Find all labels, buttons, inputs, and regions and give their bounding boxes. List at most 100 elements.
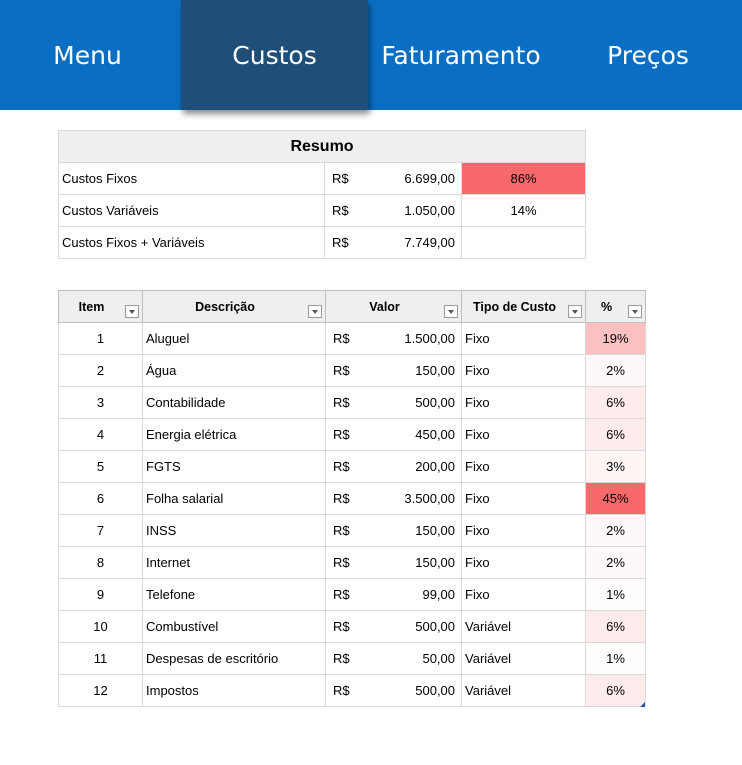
cell-valor[interactable]: 1.500,00	[363, 322, 463, 355]
cell-valor[interactable]: 500,00	[363, 386, 463, 419]
cell-valor[interactable]: 150,00	[363, 514, 463, 547]
cell-item[interactable]: 3	[58, 386, 143, 419]
cell-currency[interactable]: R$	[325, 354, 364, 387]
summary-title: Resumo	[58, 130, 586, 163]
cell-tipo[interactable]: Fixo	[461, 578, 587, 611]
cell-descricao[interactable]: FGTS	[142, 450, 326, 483]
cell-descricao[interactable]: Folha salarial	[142, 482, 326, 515]
cell-item[interactable]: 11	[58, 642, 143, 675]
cell-descricao[interactable]: Contabilidade	[142, 386, 326, 419]
cell-item[interactable]: 5	[58, 450, 143, 483]
cell-currency[interactable]: R$	[325, 610, 364, 643]
cell-valor[interactable]: 99,00	[363, 578, 463, 611]
cell-currency[interactable]: R$	[325, 450, 364, 483]
cell-tipo[interactable]: Variável	[461, 610, 587, 643]
cell-pct[interactable]: 19%	[585, 322, 647, 355]
cell-pct[interactable]: 6%	[585, 386, 647, 419]
cell-pct[interactable]: 2%	[585, 354, 647, 387]
filter-dropdown-icon[interactable]	[125, 305, 139, 318]
cell-tipo[interactable]: Fixo	[461, 418, 587, 451]
cell-item[interactable]: 10	[58, 610, 143, 643]
filter-dropdown-icon[interactable]	[444, 305, 459, 318]
nav-precos[interactable]: Preços	[607, 40, 689, 70]
summary-pct[interactable]	[461, 226, 586, 259]
cell-pct[interactable]: 1%	[585, 578, 647, 611]
cell-tipo[interactable]: Fixo	[461, 482, 587, 515]
cell-item[interactable]: 8	[58, 546, 143, 579]
cell-currency[interactable]: R$	[325, 546, 364, 579]
header-pct: %	[585, 290, 647, 323]
cell-pct[interactable]: 3%	[585, 450, 647, 483]
cell-pct[interactable]: 6%	[585, 418, 647, 451]
nav-faturamento[interactable]: Faturamento	[381, 40, 541, 70]
cell-tipo[interactable]: Fixo	[461, 450, 587, 483]
cell-pct[interactable]: 6%	[585, 610, 647, 643]
cell-valor[interactable]: 200,00	[363, 450, 463, 483]
cell-valor[interactable]: 3.500,00	[363, 482, 463, 515]
filter-dropdown-icon[interactable]	[568, 305, 583, 318]
nav-menu[interactable]: Menu	[53, 40, 122, 70]
cell-pct[interactable]: 6%	[585, 674, 647, 707]
cell-item[interactable]: 9	[58, 578, 143, 611]
cell-descricao[interactable]: Combustível	[142, 610, 326, 643]
cell-item[interactable]: 6	[58, 482, 143, 515]
cell-valor[interactable]: 450,00	[363, 418, 463, 451]
table-resize-handle-icon[interactable]	[640, 702, 645, 707]
cell-pct[interactable]: 2%	[585, 546, 647, 579]
cell-item[interactable]: 2	[58, 354, 143, 387]
cell-currency[interactable]: R$	[325, 674, 364, 707]
cell-currency[interactable]: R$	[325, 642, 364, 675]
cell-tipo[interactable]: Fixo	[461, 514, 587, 547]
summary-pct[interactable]: 14%	[461, 194, 586, 227]
cell-currency[interactable]: R$	[325, 386, 364, 419]
cell-descricao[interactable]: Despesas de escritório	[142, 642, 326, 675]
cell-descricao[interactable]: Água	[142, 354, 326, 387]
summary-value[interactable]: 1.050,00	[364, 194, 462, 227]
cell-descricao[interactable]: Energia elétrica	[142, 418, 326, 451]
cell-item[interactable]: 1	[58, 322, 143, 355]
summary-value[interactable]: 6.699,00	[364, 162, 462, 195]
nav-custos[interactable]: Custos	[181, 0, 368, 110]
summary-currency[interactable]: R$	[324, 194, 365, 227]
cell-item[interactable]: 4	[58, 418, 143, 451]
cell-valor[interactable]: 500,00	[363, 610, 463, 643]
cell-tipo[interactable]: Variável	[461, 642, 587, 675]
filter-dropdown-icon[interactable]	[628, 305, 643, 318]
cell-tipo[interactable]: Variável	[461, 674, 587, 707]
cell-currency[interactable]: R$	[325, 418, 364, 451]
summary-value[interactable]: 7.749,00	[364, 226, 462, 259]
cell-currency[interactable]: R$	[325, 578, 364, 611]
cell-valor[interactable]: 150,00	[363, 546, 463, 579]
cell-descricao[interactable]: Aluguel	[142, 322, 326, 355]
summary-currency[interactable]: R$	[324, 162, 365, 195]
summary-label[interactable]: Custos Variáveis	[58, 194, 325, 227]
cell-item[interactable]: 7	[58, 514, 143, 547]
cell-currency[interactable]: R$	[325, 322, 364, 355]
cell-descricao[interactable]: Impostos	[142, 674, 326, 707]
table-row: 10 Combustível R$ 500,00 Variável 6%	[58, 610, 647, 643]
cell-tipo[interactable]: Fixo	[461, 322, 587, 355]
cell-item[interactable]: 12	[58, 674, 143, 707]
summary-label[interactable]: Custos Fixos + Variáveis	[58, 226, 325, 259]
cell-tipo[interactable]: Fixo	[461, 354, 587, 387]
cell-valor[interactable]: 50,00	[363, 642, 463, 675]
summary-currency[interactable]: R$	[324, 226, 365, 259]
cell-valor[interactable]: 150,00	[363, 354, 463, 387]
cell-descricao[interactable]: Telefone	[142, 578, 326, 611]
cell-valor[interactable]: 500,00	[363, 674, 463, 707]
cell-pct[interactable]: 1%	[585, 642, 647, 675]
summary-row: Custos Variáveis R$ 1.050,00 14%	[58, 194, 586, 227]
cell-currency[interactable]: R$	[325, 482, 364, 515]
cell-currency[interactable]: R$	[325, 514, 364, 547]
cell-descricao[interactable]: INSS	[142, 514, 326, 547]
cell-descricao[interactable]: Internet	[142, 546, 326, 579]
table-row: 11 Despesas de escritório R$ 50,00 Variável 1…	[58, 642, 647, 675]
filter-dropdown-icon[interactable]	[308, 305, 322, 318]
cell-pct[interactable]: 45%	[585, 482, 647, 515]
cell-tipo[interactable]: Fixo	[461, 546, 587, 579]
summary-label[interactable]: Custos Fixos	[58, 162, 325, 195]
summary-pct[interactable]: 86%	[461, 162, 586, 195]
summary-title-row: Resumo	[58, 130, 586, 163]
cell-tipo[interactable]: Fixo	[461, 386, 587, 419]
cell-pct[interactable]: 2%	[585, 514, 647, 547]
